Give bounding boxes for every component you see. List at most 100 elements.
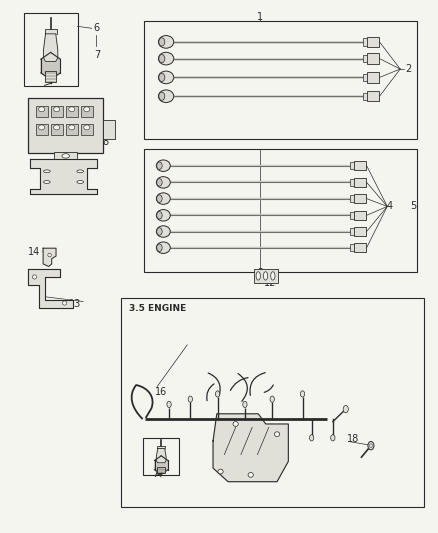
Ellipse shape	[53, 107, 60, 112]
Text: 18: 18	[346, 434, 358, 444]
Ellipse shape	[62, 154, 69, 158]
Text: 14: 14	[28, 247, 41, 257]
Ellipse shape	[43, 181, 50, 183]
Text: 6: 6	[94, 23, 100, 34]
Text: 3.5 ENGINE: 3.5 ENGINE	[129, 304, 186, 313]
Text: 11: 11	[56, 181, 68, 190]
Polygon shape	[154, 456, 167, 474]
Ellipse shape	[274, 432, 279, 437]
Text: 13: 13	[69, 299, 81, 309]
Polygon shape	[30, 159, 97, 195]
Ellipse shape	[159, 54, 164, 63]
Ellipse shape	[369, 444, 371, 448]
Ellipse shape	[156, 179, 162, 186]
Bar	[81, 124, 92, 135]
Ellipse shape	[247, 473, 253, 477]
Bar	[350, 212, 353, 219]
Bar	[66, 106, 78, 117]
Bar	[362, 55, 366, 62]
Bar	[350, 195, 353, 202]
Bar	[144, 149, 417, 272]
Text: 3: 3	[257, 268, 263, 278]
Polygon shape	[212, 414, 288, 482]
Bar	[353, 211, 365, 220]
Polygon shape	[28, 269, 73, 308]
Ellipse shape	[156, 176, 170, 188]
Ellipse shape	[330, 435, 334, 441]
Bar	[366, 91, 378, 101]
Bar	[81, 106, 92, 117]
Bar	[50, 106, 63, 117]
Ellipse shape	[39, 125, 45, 130]
Ellipse shape	[159, 92, 164, 100]
Ellipse shape	[43, 170, 50, 173]
Bar	[144, 21, 417, 139]
Text: 16: 16	[155, 387, 167, 397]
Ellipse shape	[242, 401, 247, 408]
Bar	[157, 446, 165, 449]
Ellipse shape	[32, 275, 37, 279]
Polygon shape	[43, 248, 56, 266]
Text: 8: 8	[102, 137, 108, 147]
Ellipse shape	[158, 52, 173, 65]
Ellipse shape	[158, 71, 173, 84]
Bar	[353, 161, 365, 171]
Ellipse shape	[270, 272, 274, 280]
Ellipse shape	[367, 441, 373, 450]
Ellipse shape	[69, 125, 74, 130]
Ellipse shape	[156, 160, 170, 172]
Bar	[350, 163, 353, 169]
Bar	[103, 120, 114, 139]
Ellipse shape	[156, 209, 170, 221]
Bar	[50, 124, 63, 135]
Ellipse shape	[62, 301, 67, 305]
Ellipse shape	[158, 90, 173, 102]
Text: 4: 4	[385, 201, 392, 212]
Polygon shape	[156, 449, 166, 463]
Bar	[350, 228, 353, 235]
Bar	[66, 124, 78, 135]
Ellipse shape	[156, 212, 162, 219]
Bar	[350, 245, 353, 251]
Ellipse shape	[156, 193, 170, 204]
Text: 5: 5	[409, 201, 415, 212]
Ellipse shape	[156, 242, 170, 254]
Ellipse shape	[166, 401, 171, 408]
Bar	[366, 53, 378, 64]
Bar	[353, 227, 365, 236]
Bar	[44, 29, 57, 34]
Ellipse shape	[77, 181, 83, 183]
Bar	[350, 179, 353, 185]
Bar	[253, 269, 277, 283]
Bar	[362, 38, 366, 45]
Ellipse shape	[215, 391, 219, 397]
Ellipse shape	[159, 74, 164, 82]
Ellipse shape	[77, 170, 83, 173]
Ellipse shape	[156, 228, 162, 235]
Ellipse shape	[309, 435, 313, 441]
Bar	[24, 13, 78, 86]
Text: 7: 7	[94, 50, 100, 60]
Ellipse shape	[69, 107, 74, 112]
Polygon shape	[43, 34, 58, 61]
Ellipse shape	[156, 162, 162, 169]
Ellipse shape	[263, 272, 267, 280]
Ellipse shape	[188, 396, 192, 402]
Bar	[35, 106, 47, 117]
Ellipse shape	[343, 406, 348, 413]
Bar	[353, 243, 365, 253]
Bar	[157, 467, 165, 473]
Ellipse shape	[156, 226, 170, 237]
Text: 12: 12	[264, 278, 276, 288]
Bar	[28, 98, 103, 152]
Bar	[54, 151, 77, 159]
Bar	[45, 70, 56, 82]
Text: 7: 7	[152, 469, 158, 479]
Ellipse shape	[269, 396, 274, 402]
Bar	[362, 93, 366, 100]
Ellipse shape	[156, 195, 162, 203]
Bar	[35, 124, 47, 135]
Ellipse shape	[156, 244, 162, 252]
Ellipse shape	[300, 391, 304, 397]
Ellipse shape	[217, 469, 223, 474]
